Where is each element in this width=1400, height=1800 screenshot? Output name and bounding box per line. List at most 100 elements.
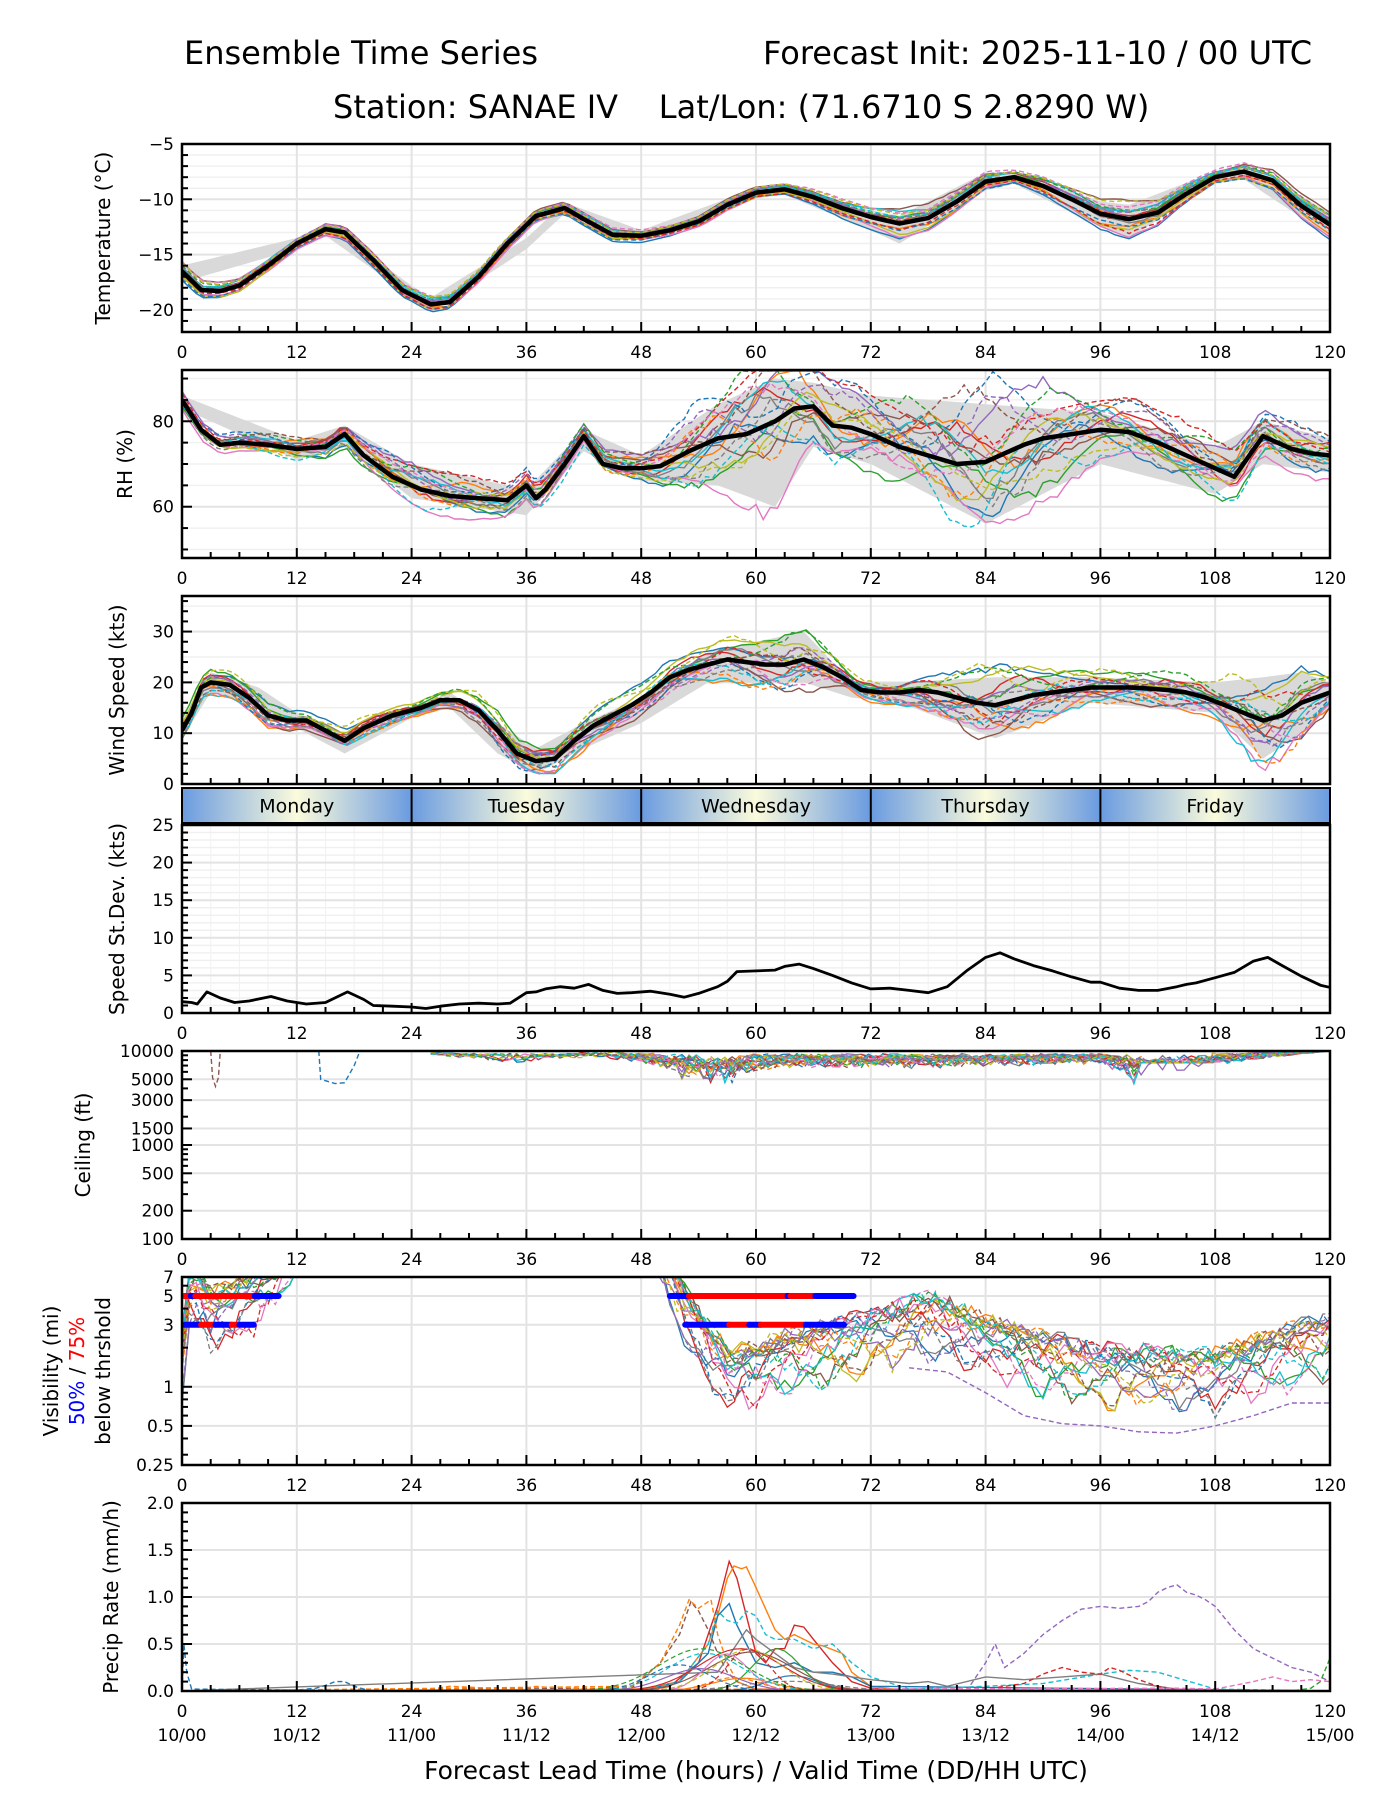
- day-segment-background: [870, 788, 1101, 823]
- y-tick-label: 7: [163, 1268, 174, 1288]
- precip-member-line: [182, 1651, 1330, 1691]
- ensemble-mean-line: [182, 398, 1330, 503]
- x-tick-label: 0: [177, 569, 188, 589]
- precip-member-line: [182, 1565, 1330, 1691]
- ensemble-member-line: [182, 639, 1330, 759]
- day-segment: Wednesday: [640, 788, 871, 823]
- x-tick-label: 120: [1314, 569, 1346, 589]
- x-tick-label: 120: [1314, 1702, 1346, 1722]
- y-tick-label: 0: [163, 1004, 174, 1024]
- ensemble-member-line: [182, 663, 1330, 769]
- precip-member-line: [182, 1598, 1330, 1691]
- y-tick-label: 5000: [131, 1070, 174, 1090]
- x-tick-label: 72: [860, 1476, 882, 1496]
- visibility-member-line: [182, 1277, 1330, 1404]
- visibility-member-line: [182, 1277, 1330, 1397]
- x-tick-label: 96: [1090, 1476, 1112, 1496]
- x-tick-label: 60: [745, 1702, 767, 1722]
- y-tick-label: 0: [163, 775, 174, 795]
- day-segment: Friday: [1099, 788, 1330, 823]
- x-tick-label: 60: [745, 343, 767, 363]
- visibility-member-line: [182, 1277, 1330, 1412]
- day-of-week-bar: Monday Tuesday Wednesday Thursday Friday: [181, 787, 1331, 824]
- x-tick-label: 108: [1199, 1024, 1231, 1044]
- x-tick-label: 72: [860, 1024, 882, 1044]
- x-tick-label: 72: [860, 343, 882, 363]
- panel-wind: 0 10 20 30 Wind Speed (kts): [105, 594, 1332, 795]
- x-tick-label-valid-time: 13/00: [846, 1726, 895, 1746]
- x-tick-label: 0: [177, 343, 188, 363]
- x-tick-label-valid-time: 14/12: [1191, 1726, 1240, 1746]
- plot-area-rh: [182, 370, 1330, 528]
- x-tick-label: 120: [1314, 1476, 1346, 1496]
- y-tick-label: 20: [152, 673, 174, 693]
- x-tick-label: 96: [1090, 343, 1112, 363]
- y-tick-label: −10: [138, 190, 174, 210]
- y-tick-label: 1000: [131, 1136, 174, 1156]
- x-tick-label: 36: [516, 1476, 538, 1496]
- speed-stdev-line: [182, 951, 1330, 1010]
- day-label: Tuesday: [487, 796, 565, 818]
- ensemble-member-line: [182, 646, 1330, 757]
- precip-member-line: [182, 1628, 1330, 1691]
- panel-stdev: 0 5 10 15 20 25 0 12 24 36 48 60 72 84 96 108 120 Speed S…: [105, 816, 1346, 1044]
- y-axis-label: Wind Speed (kts): [105, 604, 129, 775]
- x-tick-label: 24: [401, 569, 423, 589]
- x-tick-label: 0: [177, 1476, 188, 1496]
- y-tick-label: 1: [163, 1378, 174, 1398]
- plot-area-wind: [182, 629, 1330, 776]
- x-tick-label: 48: [630, 343, 652, 363]
- x-tick-label: 36: [516, 343, 538, 363]
- axes-frame: [180, 142, 1332, 334]
- legend-75-percent: 75%: [65, 1317, 89, 1361]
- precip-member-line: [182, 1647, 1330, 1691]
- day-segment: Tuesday: [410, 788, 642, 823]
- x-tick-label: 72: [860, 1702, 882, 1722]
- visibility-member-line: [182, 1277, 1330, 1420]
- visibility-member-line: [182, 1277, 1330, 1407]
- x-tick-label: 60: [745, 569, 767, 589]
- y-axis-label: Precip Rate (mm/h): [99, 1500, 123, 1694]
- axes-frame: [180, 1501, 1332, 1693]
- x-tick-label: 96: [1090, 1024, 1112, 1044]
- axes-frame: [180, 1275, 1332, 1467]
- panel-visibility: 0.25 0.5 1 3 57 0 12 24 36 48 60 72 84 96 108 120 Visibi…: [39, 1268, 1346, 1496]
- x-tick-label: 36: [516, 1024, 538, 1044]
- axes-frame: [180, 823, 1332, 1015]
- visibility-member-line: [909, 1367, 1330, 1434]
- x-tick-label: 24: [401, 1250, 423, 1270]
- ensemble-mean-line: [182, 657, 1330, 764]
- plot-area-stdev: [182, 951, 1330, 1010]
- x-tick-label: 108: [1199, 1250, 1231, 1270]
- x-tick-label: 108: [1199, 569, 1231, 589]
- day-label: Wednesday: [701, 796, 811, 818]
- ceiling-member-line: [210, 1051, 221, 1089]
- y-axis-label: Visibility (mi): [39, 1306, 63, 1437]
- x-tick-label: 48: [630, 1250, 652, 1270]
- x-axis-label: Forecast Lead Time (hours) / Valid Time …: [424, 1756, 1088, 1785]
- x-tick-label-valid-time: 10/12: [272, 1726, 321, 1746]
- y-axis-label-threshold: below thrshold: [91, 1297, 115, 1445]
- ensemble-member-line: [182, 408, 1330, 525]
- x-tick-label: 72: [860, 569, 882, 589]
- y-tick-label: 500: [142, 1164, 174, 1184]
- x-tick-label: 60: [745, 1024, 767, 1044]
- y-axis-label: Speed St.Dev. (kts): [105, 823, 129, 1015]
- day-label: Monday: [259, 796, 334, 818]
- axes-frame: [180, 368, 1332, 560]
- day-segment-background: [411, 788, 642, 823]
- x-tick-label: 36: [516, 569, 538, 589]
- x-tick-label: 24: [401, 1024, 423, 1044]
- ensemble-member-line: [182, 384, 1330, 502]
- ensemble-member-line: [182, 166, 1330, 298]
- y-tick-label: −5: [149, 135, 174, 155]
- x-tick-label: 84: [975, 343, 997, 363]
- x-tick-label: 108: [1199, 343, 1231, 363]
- station-subtitle-text: Station: SANAE IV Lat/Lon: (71.6710 S 2.…: [333, 88, 1150, 126]
- x-tick-label: 12: [286, 1024, 308, 1044]
- y-tick-label: 80: [152, 412, 174, 432]
- panel-rh: 60 80 0 12 24 36 48 60 72 84 96 108 120 RH (%): [113, 368, 1346, 589]
- y-tick-label: 2.0: [147, 1494, 174, 1514]
- visibility-member-line: [182, 1277, 1330, 1410]
